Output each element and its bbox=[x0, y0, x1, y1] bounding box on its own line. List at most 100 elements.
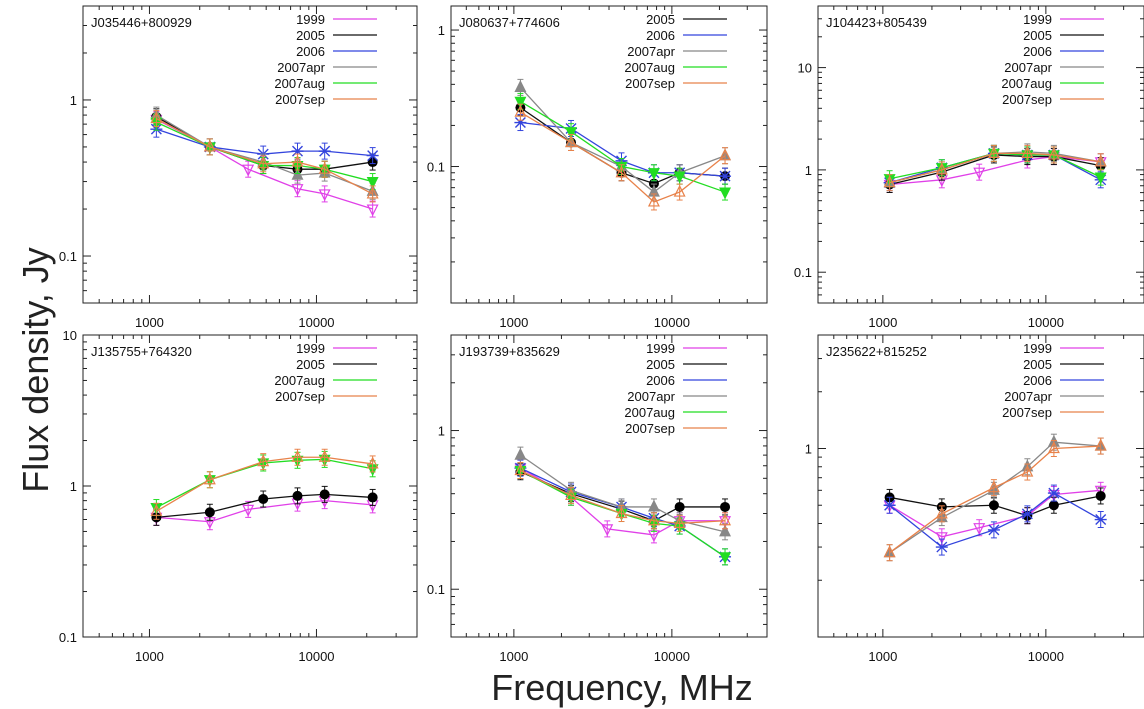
series-line bbox=[156, 493, 373, 518]
series-line bbox=[889, 445, 1101, 554]
data-point bbox=[203, 139, 216, 152]
data-point bbox=[1094, 438, 1107, 451]
data-point bbox=[291, 145, 304, 157]
data-point bbox=[987, 146, 1000, 158]
data-point bbox=[647, 194, 660, 207]
data-point bbox=[987, 524, 1000, 536]
legend-entry: 2005 bbox=[646, 12, 675, 27]
series-line bbox=[520, 469, 726, 525]
data-point bbox=[883, 545, 896, 558]
data-point bbox=[291, 449, 304, 462]
data-point bbox=[615, 165, 628, 178]
source-name: J193739+835629 bbox=[459, 344, 560, 359]
data-point bbox=[514, 80, 527, 92]
series-line bbox=[520, 100, 726, 193]
data-point bbox=[1094, 514, 1107, 526]
data-point bbox=[514, 117, 527, 129]
legend-entry: 2007aug bbox=[274, 76, 325, 91]
x-tick-label: 10000 bbox=[298, 649, 334, 664]
data-point bbox=[1021, 464, 1034, 477]
data-point bbox=[883, 175, 896, 188]
x-tick-label: 1000 bbox=[868, 315, 897, 330]
series-line bbox=[520, 471, 726, 522]
data-point bbox=[291, 154, 304, 167]
data-point bbox=[719, 170, 732, 182]
x-tick-label: 10000 bbox=[654, 315, 690, 330]
data-point bbox=[935, 541, 948, 553]
plot-frame bbox=[82, 334, 418, 638]
y-tick-label: 10 bbox=[63, 328, 77, 343]
source-name: J080637+774606 bbox=[459, 15, 560, 30]
data-point bbox=[514, 447, 527, 460]
legend-entry: 2006 bbox=[296, 44, 325, 59]
data-point bbox=[242, 504, 255, 517]
data-point bbox=[366, 186, 379, 199]
data-point bbox=[673, 516, 686, 528]
series-line bbox=[520, 111, 726, 203]
data-point bbox=[935, 162, 948, 175]
data-point bbox=[318, 145, 331, 157]
data-point bbox=[150, 503, 163, 516]
plot-frame bbox=[817, 5, 1144, 304]
legend-entry: 1999 bbox=[1023, 12, 1052, 27]
series-line bbox=[520, 469, 726, 558]
legend-entry: 2007apr bbox=[627, 44, 675, 59]
legend-entry: 2007aug bbox=[624, 60, 675, 75]
y-tick-label: 0.1 bbox=[59, 249, 77, 264]
data-point bbox=[366, 456, 379, 469]
data-point bbox=[719, 513, 732, 526]
data-point bbox=[1021, 146, 1034, 158]
data-point bbox=[258, 494, 269, 505]
data-point bbox=[1047, 441, 1060, 454]
source-name: J235622+815252 bbox=[826, 344, 927, 359]
data-point bbox=[935, 532, 948, 545]
legend-entry: 2007apr bbox=[627, 389, 675, 404]
data-point bbox=[366, 176, 379, 189]
data-point bbox=[291, 167, 304, 180]
data-point bbox=[291, 184, 304, 197]
series-line bbox=[889, 441, 1101, 554]
data-point bbox=[367, 492, 378, 503]
data-point bbox=[1094, 154, 1107, 167]
y-tick-label: 1 bbox=[70, 93, 77, 108]
y-axis-label: Flux density, Jy bbox=[15, 247, 56, 492]
data-point bbox=[242, 164, 255, 177]
legend-entry: 2006 bbox=[646, 373, 675, 388]
legend-entry: 1999 bbox=[296, 12, 325, 27]
y-tick-label: 0.1 bbox=[427, 582, 445, 597]
legend-entry: 2005 bbox=[296, 357, 325, 372]
y-tick-label: 1 bbox=[805, 441, 812, 456]
data-point bbox=[514, 104, 527, 117]
data-point bbox=[615, 506, 628, 519]
data-point bbox=[514, 96, 527, 109]
data-point bbox=[987, 480, 1000, 493]
legend-entry: 2007sep bbox=[1002, 405, 1052, 420]
data-point bbox=[150, 111, 163, 124]
series-line bbox=[156, 117, 373, 195]
series-line bbox=[156, 499, 373, 523]
legend-entry: 1999 bbox=[296, 341, 325, 356]
data-point bbox=[318, 161, 331, 174]
plot-frame bbox=[817, 334, 1144, 638]
legend-entry: 2007sep bbox=[625, 421, 675, 436]
data-point bbox=[720, 501, 731, 512]
data-point bbox=[1094, 172, 1107, 185]
data-point bbox=[1047, 487, 1060, 499]
series-line bbox=[519, 86, 726, 193]
legend-entry: 2007sep bbox=[275, 389, 325, 404]
data-point bbox=[647, 499, 660, 512]
data-point bbox=[1094, 485, 1107, 498]
legend-entry: 2007sep bbox=[1002, 92, 1052, 107]
legend-entry: 2007apr bbox=[277, 60, 325, 75]
series-line bbox=[889, 489, 1101, 538]
data-point bbox=[719, 148, 732, 161]
source-name: J104423+805439 bbox=[826, 15, 927, 30]
data-point bbox=[719, 524, 732, 537]
data-point bbox=[719, 552, 732, 565]
